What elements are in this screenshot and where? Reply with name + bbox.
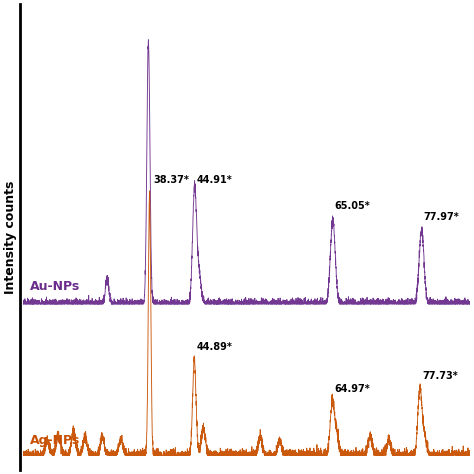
Text: 77.97*: 77.97* xyxy=(424,212,459,222)
Y-axis label: Intensity counts: Intensity counts xyxy=(4,180,17,294)
Text: 65.05*: 65.05* xyxy=(335,201,371,211)
Text: 44.91*: 44.91* xyxy=(197,175,232,185)
Text: Ag-NPs: Ag-NPs xyxy=(30,434,81,447)
Text: 77.73*: 77.73* xyxy=(422,371,458,381)
Text: Au-NPs: Au-NPs xyxy=(30,280,81,293)
Text: 44.89*: 44.89* xyxy=(196,342,232,352)
Text: 64.97*: 64.97* xyxy=(334,384,370,394)
Text: 38.37*: 38.37* xyxy=(153,174,189,184)
